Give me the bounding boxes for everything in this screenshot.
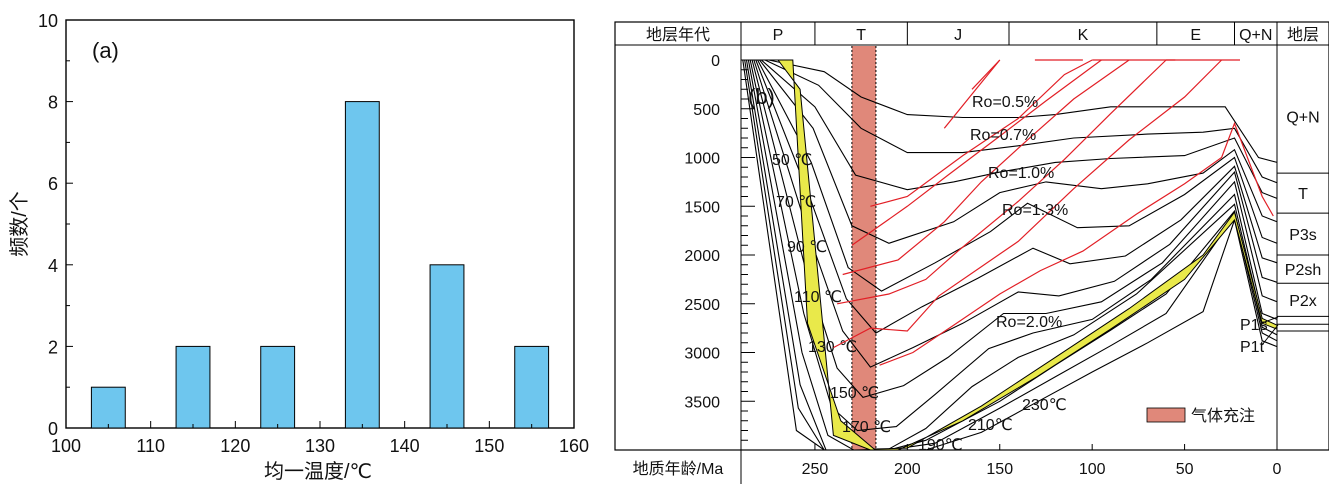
age-tick-label: 150 bbox=[986, 461, 1013, 478]
depth-tick-label: 1500 bbox=[684, 199, 720, 216]
period-label: J bbox=[954, 27, 962, 44]
histogram-x-tick-label: 160 bbox=[559, 436, 589, 456]
ro-isoline bbox=[870, 59, 1093, 207]
isotherm-label: 130 ℃ bbox=[808, 339, 857, 356]
isotherm-label: 170 ℃ bbox=[842, 419, 891, 436]
period-label: Q+N bbox=[1239, 27, 1272, 44]
strata-label: Q+N bbox=[1286, 110, 1319, 127]
isotherm-label: 190℃ bbox=[918, 437, 963, 454]
strata-label: T bbox=[1298, 186, 1308, 203]
histogram-x-axis-label: 均一温度/℃ bbox=[264, 460, 372, 483]
age-tick-label: 0 bbox=[1273, 461, 1282, 478]
histogram-bar bbox=[514, 345, 550, 429]
histogram-y-tick-label: 4 bbox=[48, 256, 58, 276]
legend-gas-label: 气体充注 bbox=[1191, 407, 1255, 425]
period-label: E bbox=[1190, 27, 1201, 44]
strata-side-label: P1t bbox=[1240, 339, 1265, 356]
isotherm-label: 230℃ bbox=[1022, 397, 1067, 414]
strata-leader-line bbox=[1261, 316, 1279, 324]
age-tick-label: 100 bbox=[1079, 461, 1106, 478]
strata-label: P3s bbox=[1289, 227, 1317, 244]
histogram-y-tick-label: 10 bbox=[38, 11, 58, 31]
depth-tick-label: 1000 bbox=[684, 151, 720, 168]
burial-horizon-curve bbox=[760, 59, 1278, 199]
ro-isoline bbox=[851, 59, 1102, 246]
isotherm-label: 90 ℃ bbox=[787, 239, 827, 256]
strata-leader-line bbox=[1261, 324, 1279, 346]
period-label: K bbox=[1078, 27, 1089, 44]
burial-horizon-curve bbox=[742, 59, 1278, 451]
histogram-bar bbox=[344, 101, 380, 429]
legend-gas-swatch bbox=[1146, 407, 1186, 423]
period-label: T bbox=[856, 27, 866, 44]
strata-label: P2x bbox=[1289, 293, 1317, 310]
depth-tick-label: 2500 bbox=[684, 297, 720, 314]
period-label: P bbox=[773, 27, 784, 44]
burial-x-axis-label: 地质年龄/Ma bbox=[633, 460, 724, 478]
histogram-y-axis-label: 频数/个 bbox=[8, 191, 31, 257]
burial-horizon-curve bbox=[751, 59, 1278, 399]
burial-history-panel: P T J K E Q+N 地层年代 地层 50 ℃ 70 ℃ 90 ℃ 110 ℃ 130 ℃ 1… bbox=[614, 21, 1329, 484]
ro-label: Ro=0.7% bbox=[970, 127, 1036, 144]
burial-horizon-curve bbox=[755, 59, 1278, 334]
histogram-x-tick-label: 110 bbox=[136, 436, 165, 456]
depth-tick-label: 2000 bbox=[684, 248, 720, 265]
burial-plot-frame bbox=[614, 21, 1329, 451]
ro-isoline bbox=[833, 59, 1223, 349]
histogram-x-tick-label: 120 bbox=[220, 436, 250, 456]
burial-horizon-curve bbox=[757, 59, 1278, 292]
burial-horizon-curve bbox=[759, 59, 1278, 244]
histogram-x-tick-label: 140 bbox=[390, 436, 420, 456]
histogram-bar bbox=[175, 345, 211, 429]
histogram-x-tick-label: 150 bbox=[474, 436, 504, 456]
histogram-x-tick-label: 100 bbox=[51, 436, 81, 456]
histogram-y-tick-label: 8 bbox=[48, 93, 58, 113]
panel-b-label: (b) bbox=[748, 84, 775, 109]
strata-side-label: P1s bbox=[1240, 317, 1268, 334]
burial-horizon-curve bbox=[747, 59, 1278, 451]
strata-header-label: 地层 bbox=[1287, 26, 1319, 44]
isotherm-label: 70 ℃ bbox=[776, 194, 816, 211]
strata-label: P2sh bbox=[1285, 262, 1321, 279]
age-tick-label: 250 bbox=[802, 461, 829, 478]
age-tick-label: 200 bbox=[894, 461, 921, 478]
histogram-bar bbox=[90, 386, 126, 429]
ro-isoline bbox=[943, 59, 1001, 129]
histogram-y-tick-label: 0 bbox=[48, 419, 58, 439]
isotherm-label: 110 ℃ bbox=[794, 289, 842, 306]
histogram-x-tick-label: 130 bbox=[305, 436, 335, 456]
ro-label: Ro=0.5% bbox=[972, 94, 1038, 111]
histogram-y-tick-label: 2 bbox=[48, 337, 58, 357]
histogram-bar bbox=[429, 264, 465, 429]
ro-label: Ro=2.0% bbox=[996, 314, 1062, 331]
isotherm-label: 150 ℃ bbox=[830, 385, 879, 402]
histogram-bar bbox=[260, 345, 296, 429]
panel-a-label: (a) bbox=[92, 38, 119, 63]
ro-isoline bbox=[842, 59, 1130, 276]
depth-tick-label: 3500 bbox=[684, 394, 720, 411]
source-rock-burial-band bbox=[741, 59, 1278, 451]
histogram-panel: 100 110 120 130 140 150 160 0 2 4 6 8 10 (a) 均一温度/℃… bbox=[8, 11, 589, 483]
ro-isoline bbox=[836, 59, 1167, 305]
period-header-label: 地层年代 bbox=[646, 26, 710, 44]
depth-tick-label: 3000 bbox=[684, 346, 720, 363]
age-tick-label: 50 bbox=[1176, 461, 1194, 478]
depth-tick-label: 500 bbox=[693, 102, 720, 119]
ro-label: Ro=1.3% bbox=[1002, 202, 1068, 219]
ro-isoline bbox=[879, 121, 1274, 366]
histogram-y-tick-label: 6 bbox=[48, 174, 58, 194]
histogram-plot-frame bbox=[65, 19, 575, 429]
ro-label: Ro=1.0% bbox=[988, 165, 1054, 182]
isotherm-label: 50 ℃ bbox=[772, 152, 812, 169]
burial-horizon-curve bbox=[768, 59, 1278, 163]
gas-charging-band bbox=[851, 46, 876, 450]
isotherm-label: 210℃ bbox=[968, 417, 1013, 434]
burial-horizon-curve bbox=[753, 59, 1278, 368]
depth-tick-label: 0 bbox=[711, 53, 720, 70]
